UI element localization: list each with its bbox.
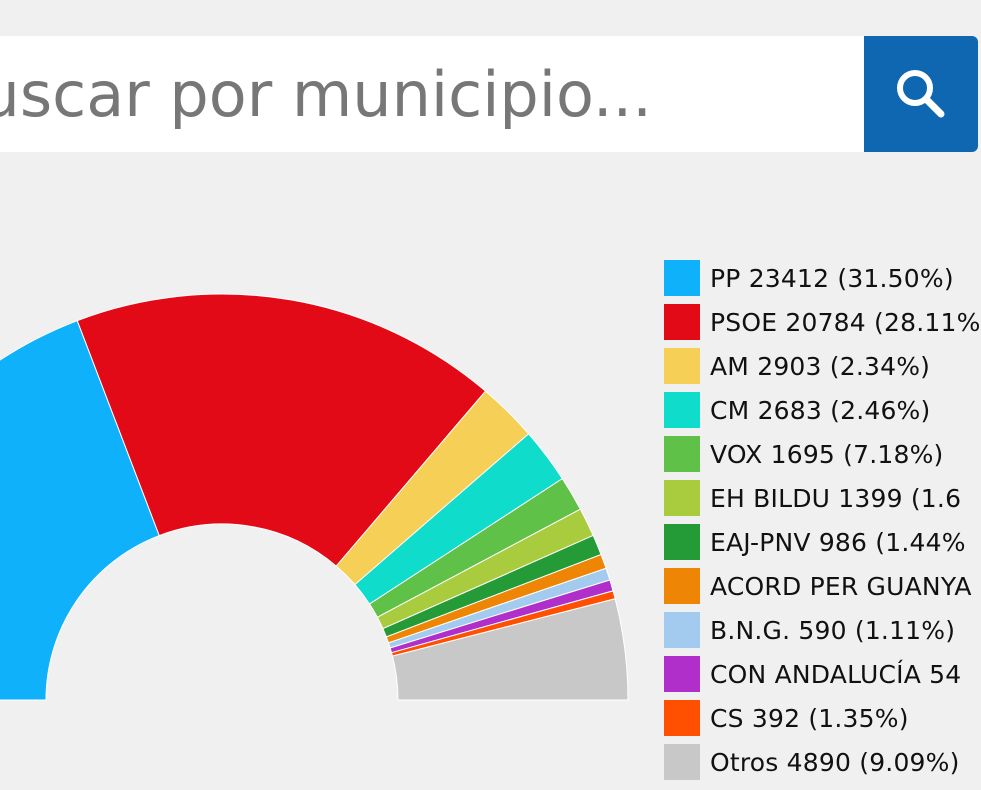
legend-swatch-cs (664, 700, 700, 736)
legend-item-bng: B.N.G. 590 (1.11%) (664, 608, 981, 652)
legend-label-con-andalucia: CON ANDALUCÍA 54 (710, 659, 962, 689)
legend-item-pp: PP 23412 (31.50%) (664, 256, 981, 300)
search-button[interactable] (864, 36, 978, 152)
legend-label-bng: B.N.G. 590 (1.11%) (710, 615, 956, 645)
legend-swatch-am (664, 348, 700, 384)
legend-item-psoe: PSOE 20784 (28.11% (664, 300, 981, 344)
legend-item-acord: ACORD PER GUANYA (664, 564, 981, 608)
chart-legend: PP 23412 (31.50%) PSOE 20784 (28.11% AM … (664, 256, 981, 784)
legend-swatch-vox (664, 436, 700, 472)
legend-swatch-psoe (664, 304, 700, 340)
legend-item-otros: Otros 4890 (9.09%) (664, 740, 981, 784)
slice-otros[interactable] (391, 598, 629, 701)
search-input[interactable] (0, 36, 864, 152)
slice-psoe[interactable] (76, 293, 487, 567)
legend-label-eh-bildu: EH BILDU 1399 (1.6 (710, 483, 962, 513)
legend-label-cs: CS 392 (1.35%) (710, 703, 909, 733)
search-icon (897, 70, 945, 118)
legend-item-eh-bildu: EH BILDU 1399 (1.6 (664, 476, 981, 520)
slice-pp[interactable] (0, 320, 160, 701)
legend-label-psoe: PSOE 20784 (28.11% (710, 307, 981, 337)
legend-label-otros: Otros 4890 (9.09%) (710, 747, 960, 777)
legend-swatch-otros (664, 744, 700, 780)
legend-swatch-con-andalucia (664, 656, 700, 692)
legend-label-eaj-pnv: EAJ-PNV 986 (1.44% (710, 527, 966, 557)
legend-item-con-andalucia: CON ANDALUCÍA 54 (664, 652, 981, 696)
legend-label-am: AM 2903 (2.34%) (710, 351, 931, 381)
legend-label-pp: PP 23412 (31.50%) (710, 263, 954, 293)
legend-label-vox: VOX 1695 (7.18%) (710, 439, 944, 469)
legend-label-cm: CM 2683 (2.46%) (710, 395, 931, 425)
legend-label-acord: ACORD PER GUANYA (710, 571, 972, 601)
legend-item-vox: VOX 1695 (7.18%) (664, 432, 981, 476)
legend-swatch-eaj-pnv (664, 524, 700, 560)
legend-swatch-eh-bildu (664, 480, 700, 516)
legend-item-cs: CS 392 (1.35%) (664, 696, 981, 740)
legend-swatch-acord (664, 568, 700, 604)
legend-swatch-bng (664, 612, 700, 648)
legend-item-eaj-pnv: EAJ-PNV 986 (1.44% (664, 520, 981, 564)
legend-item-cm: CM 2683 (2.46%) (664, 388, 981, 432)
legend-item-am: AM 2903 (2.34%) (664, 344, 981, 388)
legend-swatch-pp (664, 260, 700, 296)
legend-swatch-cm (664, 392, 700, 428)
